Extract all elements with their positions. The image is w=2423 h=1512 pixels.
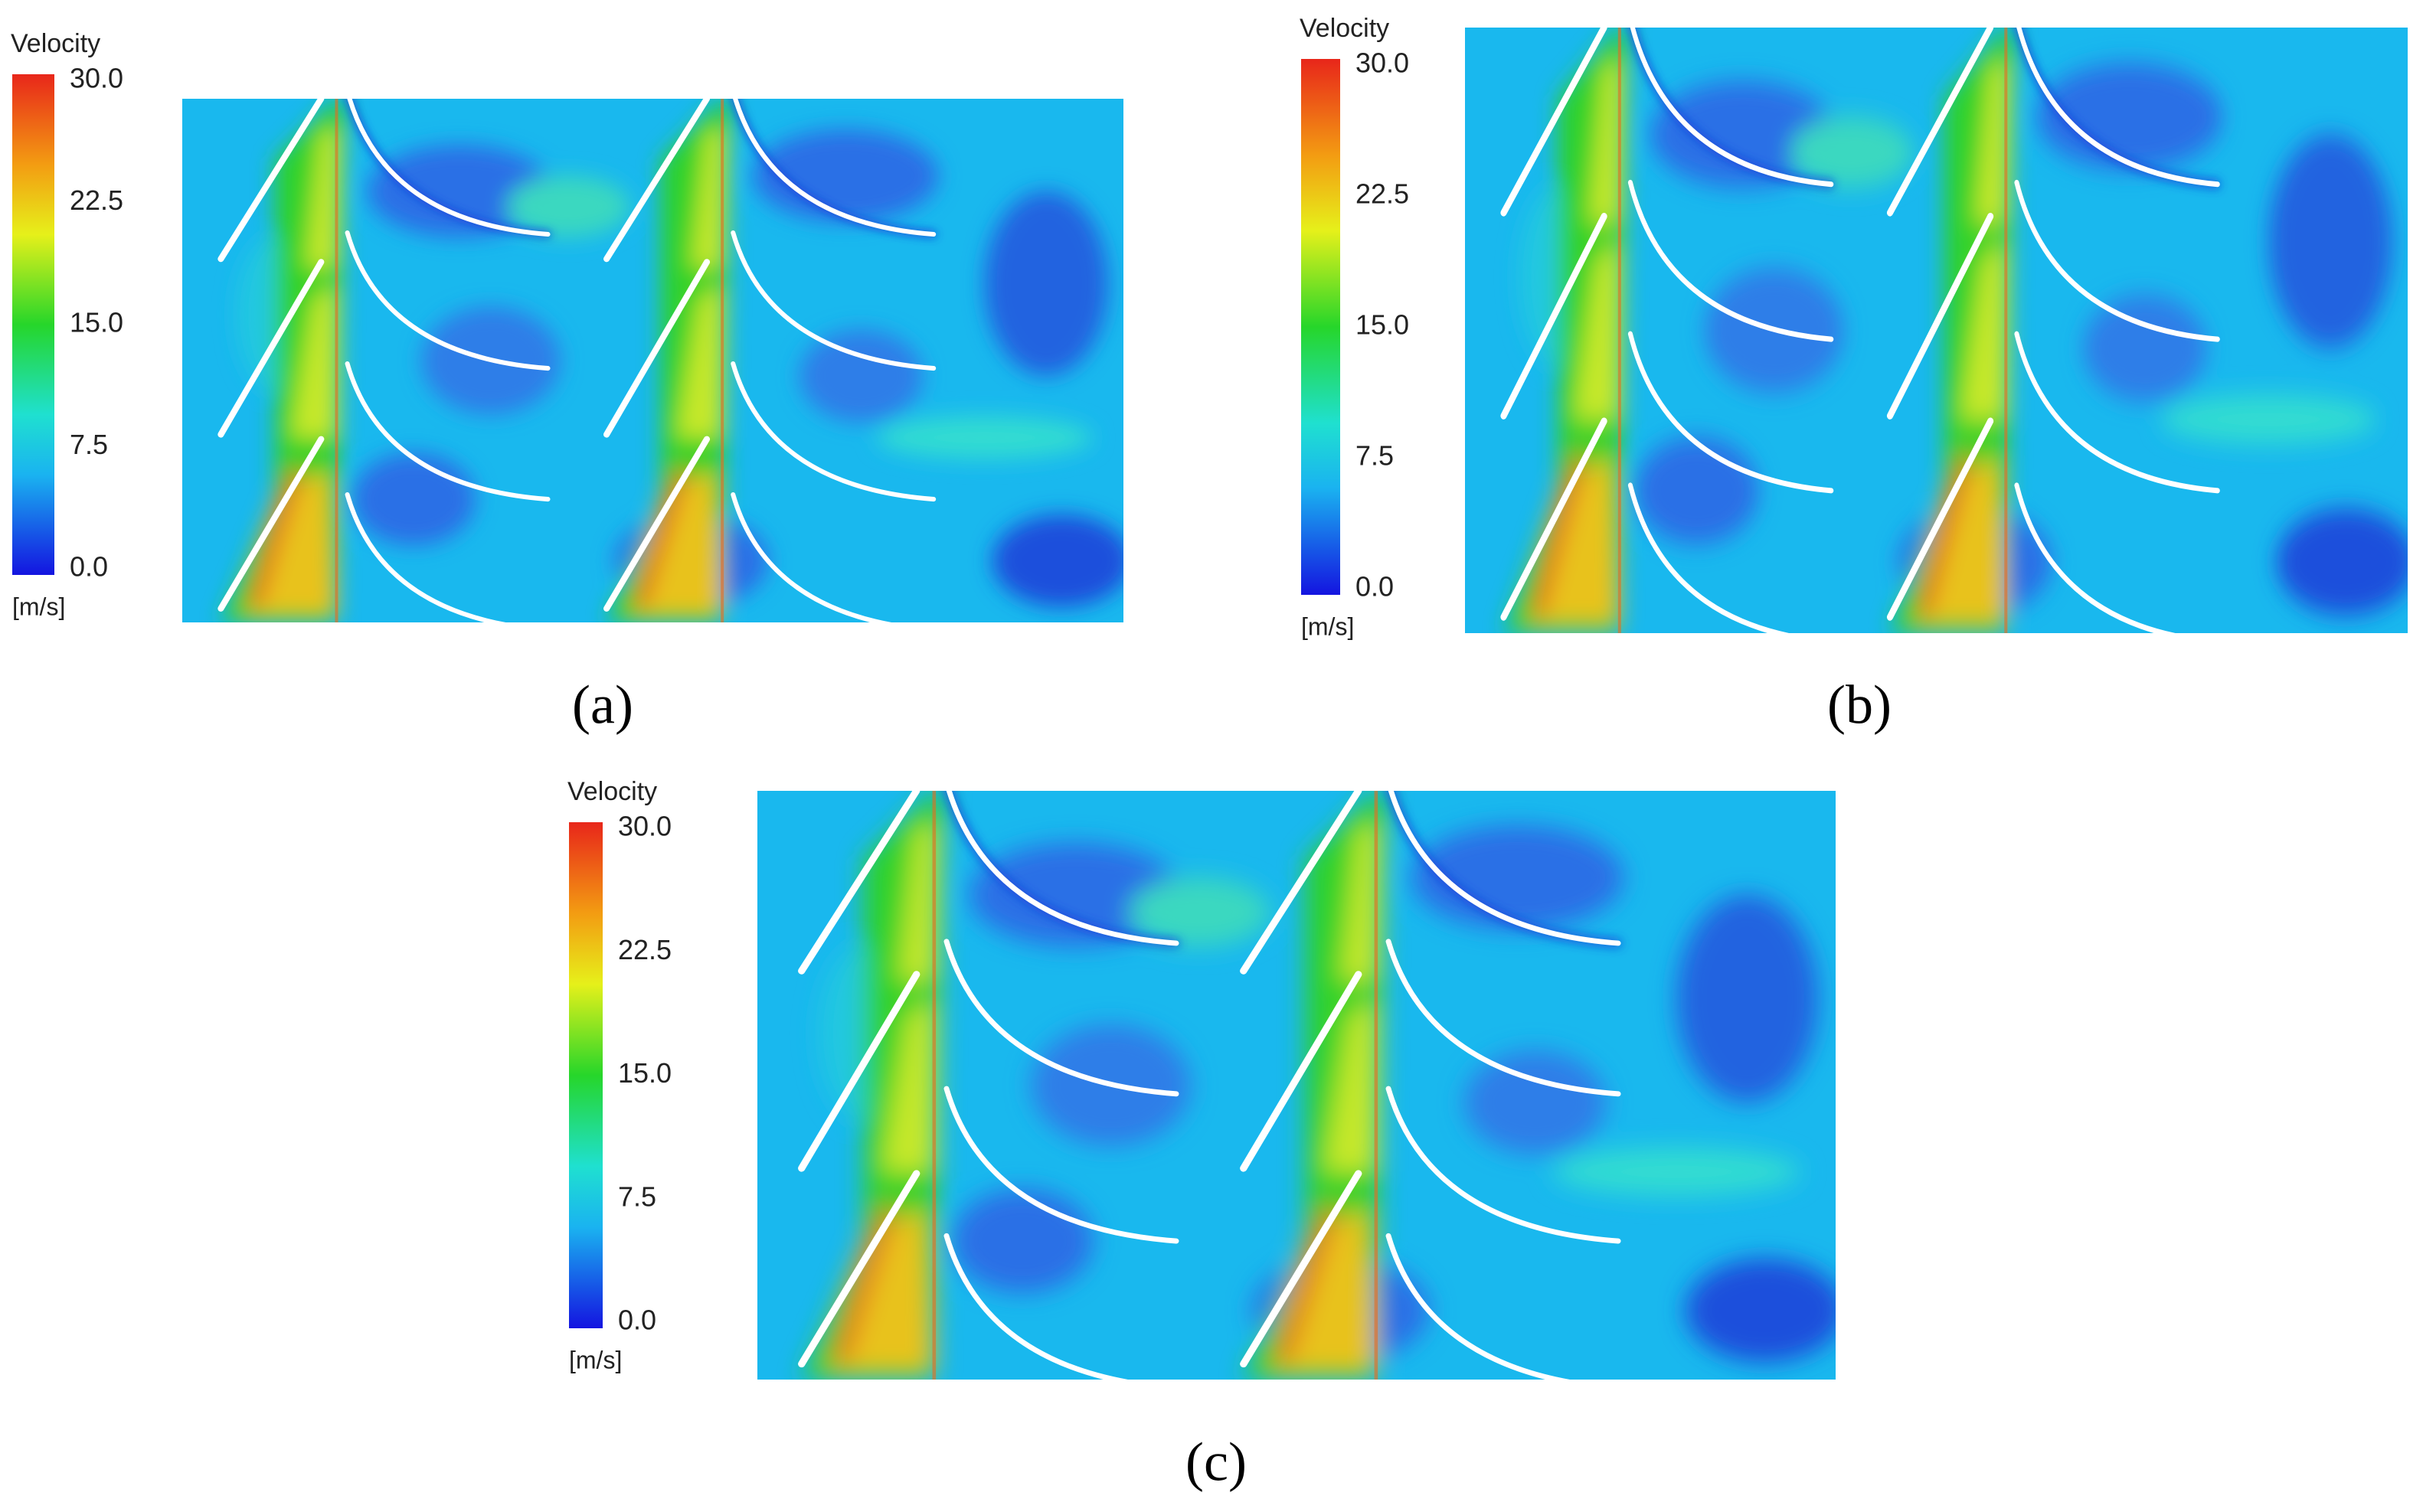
colorbar-tick-label: 7.5	[70, 429, 108, 460]
panel-label: (a)	[572, 674, 633, 736]
panel: Velocity 30.0 22.5 15.0 7.5 0.0 [m/s] (c)	[567, 777, 1845, 1493]
colorbar-tick-label: 15.0	[618, 1057, 672, 1089]
colorbar-title: Velocity	[1300, 14, 1389, 43]
colorbar-tick-label: 0.0	[70, 551, 108, 583]
colorbar-tick-label: 22.5	[618, 934, 672, 965]
colorbar-title: Velocity	[11, 29, 100, 58]
panel: Velocity 30.0 22.5 15.0 7.5 0.0[m/s] (b)	[1300, 14, 2415, 736]
colorbar-tick-label: 22.5	[70, 185, 123, 216]
colorbar-tick-label: 30.0	[70, 63, 123, 94]
colorbar-unit: [m/s]	[569, 1346, 622, 1373]
colorbar-tick-label: 15.0	[70, 307, 123, 338]
panel-label: (c)	[1185, 1432, 1247, 1493]
colorbar-title: Velocity	[567, 777, 657, 806]
velocity-contour	[182, 91, 1131, 630]
colorbar-tick-label: 0.0	[618, 1305, 656, 1336]
colorbar	[1301, 59, 1340, 595]
panel: Velocity 30.0 22.5 15.0 7.5 0.0[m/s] (a)	[11, 29, 1131, 736]
colorbar-tick-label: 15.0	[1355, 309, 1409, 341]
colorbar-tick-label: 7.5	[618, 1181, 656, 1212]
colorbar-tick-label: 7.5	[1355, 440, 1394, 472]
colorbar	[569, 822, 603, 1328]
colorbar-unit: [m/s]	[12, 593, 65, 620]
colorbar-tick-label: 22.5	[1355, 178, 1409, 210]
colorbar	[12, 74, 54, 575]
colorbar-tick-label: 30.0	[1355, 47, 1409, 79]
panel-label: (b)	[1827, 674, 1892, 736]
colorbar-tick-label: 0.0	[1355, 571, 1394, 603]
velocity-contour	[1465, 18, 2415, 642]
velocity-contour	[757, 782, 1845, 1389]
colorbar-unit: [m/s]	[1301, 612, 1354, 640]
colorbar-tick-label: 30.0	[618, 811, 672, 842]
